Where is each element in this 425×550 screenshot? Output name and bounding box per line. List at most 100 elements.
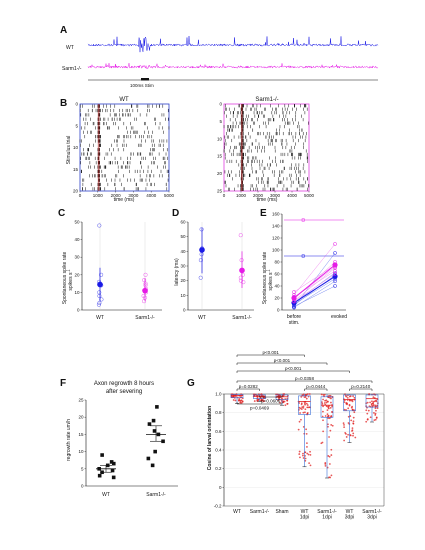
raster-sarm: 0 1000 2000 3000 4000 5000 0 5 10 15 20 25 [217,102,315,199]
data-point [238,233,243,238]
raster-xtick-label: 1000 [93,193,104,198]
mean-marker [239,267,245,274]
data-point [323,393,326,396]
data-point [373,412,375,414]
data-point [322,419,324,422]
stim-band [97,104,100,191]
data-point [354,436,357,439]
data-point [349,395,352,398]
data-point [324,462,327,464]
data-point [365,420,368,423]
mean-marker [332,273,338,279]
data-point [299,407,302,410]
data-point [240,402,243,404]
p-value-label: p<0.001 [274,358,291,363]
data-point [369,401,372,404]
category-label: WT [102,492,110,498]
wt-trace-path [87,36,379,53]
category-label: stim. [289,320,300,326]
paired-line [293,274,336,306]
panel-e-ylabel-line1: Spontaneous spike rate [262,252,268,305]
data-point [330,401,332,404]
raster-xtick-label: 1000 [236,193,247,198]
raster-frame [79,103,170,192]
significance-bracket [236,362,328,365]
data-point [308,393,311,395]
data-point [306,442,308,445]
data-point [324,415,327,417]
data-point [330,454,333,456]
panel-a-letter: A [60,25,67,36]
y-tick-label: 120 [272,236,280,241]
data-point [153,449,157,454]
raster-xtick-label: 0 [223,193,226,198]
data-point [330,424,333,426]
data-point [333,242,337,246]
data-point [232,399,235,401]
data-point [241,400,244,403]
data-point [142,278,147,283]
raster-frame [223,103,310,192]
trace-label-wt: WT [66,45,74,51]
data-point [306,404,309,406]
data-point [302,406,305,409]
data-point [304,457,307,460]
data-point [327,400,329,403]
mean-line [293,264,336,299]
data-point [368,405,371,408]
raster-ylabel: Stimulus trial [66,136,72,165]
data-point [302,452,304,455]
y-tick-label: 60 [180,220,186,225]
panel-d-letter: D [172,208,179,219]
y-tick-label: 140 [272,224,280,229]
data-point [343,424,345,426]
data-point [347,422,350,424]
data-point [375,400,378,403]
data-point [302,405,305,408]
data-point [352,416,355,419]
p-value-label: p=0.0606 [261,399,280,404]
data-point [321,415,324,418]
data-point [321,402,324,405]
y-tick-label: -0.2 [214,504,222,509]
panel-e: E Spontaneous spike rate spikes s-1 0 20 4… [260,208,347,326]
y-tick-label: 0.2 [215,466,222,471]
data-point [374,407,377,410]
stim-band [241,104,243,191]
data-point [350,419,353,422]
data-point [347,433,349,436]
panel-f-plot: 0 5 10 15 20 25 WT Sarm1-/- [78,398,178,498]
data-point [100,453,104,457]
category-label: WT [301,509,309,515]
data-point [302,457,305,459]
raster-sarm-title: Sarm1-/- [255,97,278,103]
data-point [328,436,330,438]
data-point [344,431,347,434]
panel-b: B Stimulus trial WT Sarm1-/- 0 1000 2000 30… [60,97,315,203]
raster-ytick-label: 20 [73,189,79,194]
panel-d-ylabel: latency (ms) [174,258,180,286]
data-point [329,396,331,399]
data-point [329,394,332,397]
data-point [256,400,259,403]
panel-c-ylabel-line2: spikes s-1 [67,269,74,290]
y-tick-label: 80 [274,260,280,265]
category-label: evoked [331,314,347,320]
data-point [329,429,332,432]
data-point [366,412,369,415]
data-point [286,399,289,402]
trace-label-sarm: Sarm1-/- [62,66,82,72]
data-point [282,400,285,403]
data-point [161,439,165,444]
data-point [307,453,310,456]
data-point [305,397,308,400]
data-point [374,400,376,403]
data-point [330,474,333,477]
raster-xtick-label: 4000 [287,193,298,198]
max-marker [301,218,305,222]
data-point [367,409,370,412]
paired-line [293,278,336,305]
data-point [346,403,348,406]
panel-b-letter: B [60,98,67,109]
